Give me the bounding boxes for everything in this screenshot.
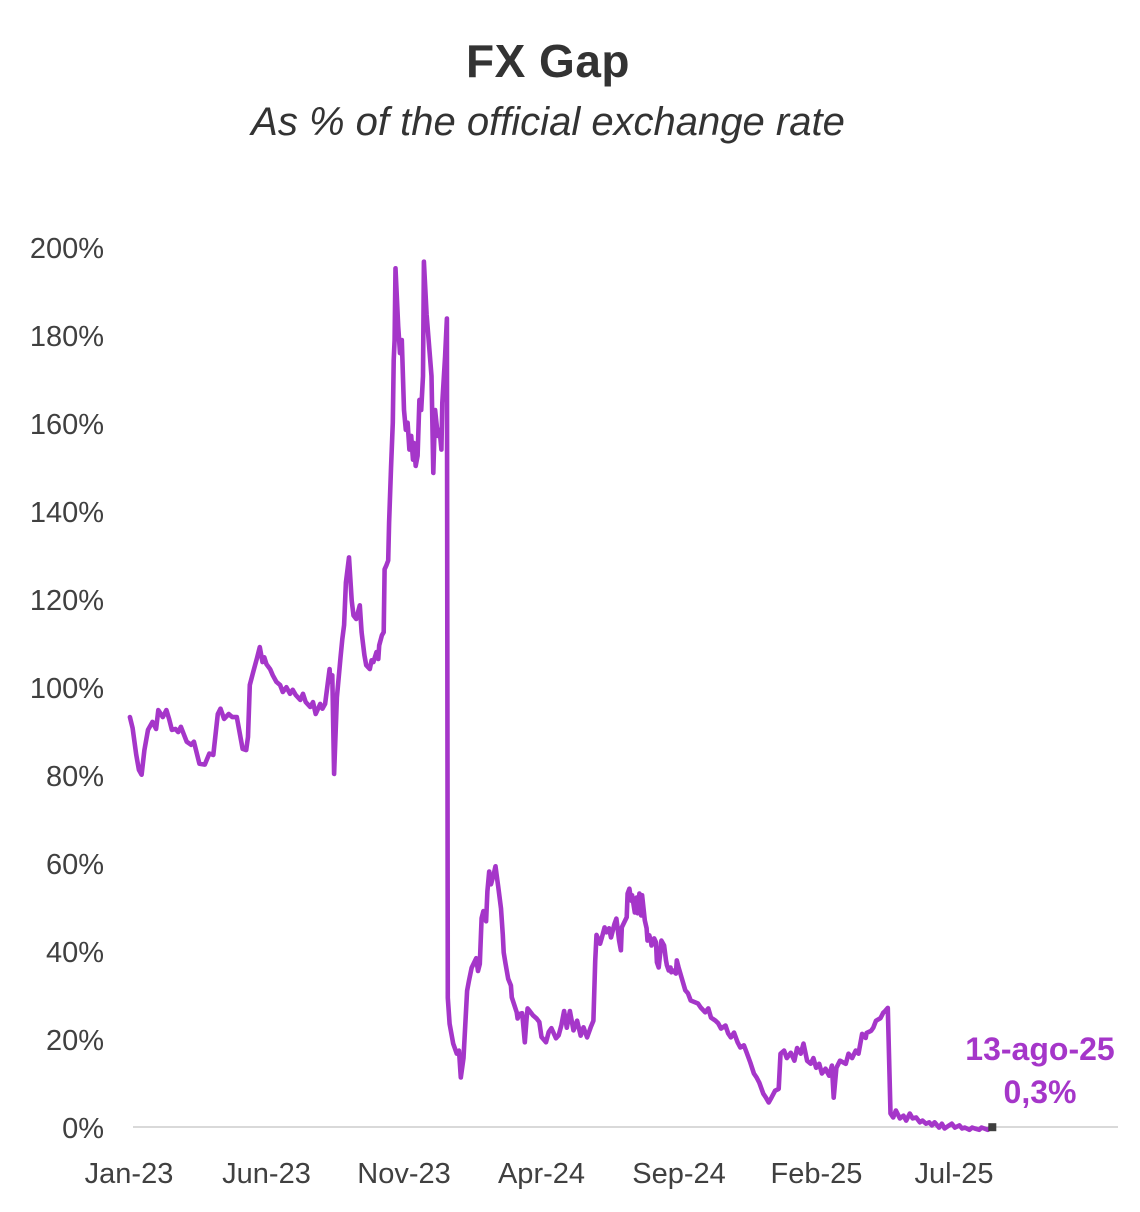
- y-tick-label: 40%: [45, 936, 104, 969]
- x-tick-label: Feb-25: [770, 1158, 863, 1190]
- y-tick-label: 0%: [62, 1112, 104, 1145]
- y-tick-label: 80%: [45, 760, 104, 793]
- y-tick-label: 160%: [29, 408, 104, 441]
- chart-subtitle: As % of the official exchange rate: [251, 100, 845, 144]
- last-point-annotation: 13-ago-25 0,3%: [950, 1028, 1130, 1114]
- last-point-marker: [988, 1123, 997, 1132]
- x-tick-label: Jul-25: [914, 1158, 994, 1190]
- y-tick-label: 100%: [29, 672, 104, 705]
- x-tick-label: Nov-23: [357, 1158, 451, 1190]
- fx-gap-series-line: [127, 259, 995, 1133]
- y-tick-label: 120%: [29, 584, 104, 617]
- annotation-value-label: 0,3%: [1003, 1074, 1077, 1110]
- y-tick-label: 140%: [29, 496, 104, 529]
- annotation-date-label: 13-ago-25: [965, 1031, 1115, 1067]
- y-tick-label: 200%: [29, 232, 104, 265]
- x-tick-label: Jan-23: [84, 1158, 174, 1190]
- chart-title: FX Gap: [465, 35, 631, 87]
- y-tick-label: 60%: [45, 848, 104, 881]
- y-tick-label: 180%: [29, 320, 104, 353]
- x-tick-label: Sep-24: [632, 1158, 726, 1190]
- y-tick-label: 20%: [45, 1024, 104, 1057]
- x-tick-label: Jun-23: [222, 1158, 311, 1190]
- x-tick-label: Apr-24: [497, 1158, 586, 1190]
